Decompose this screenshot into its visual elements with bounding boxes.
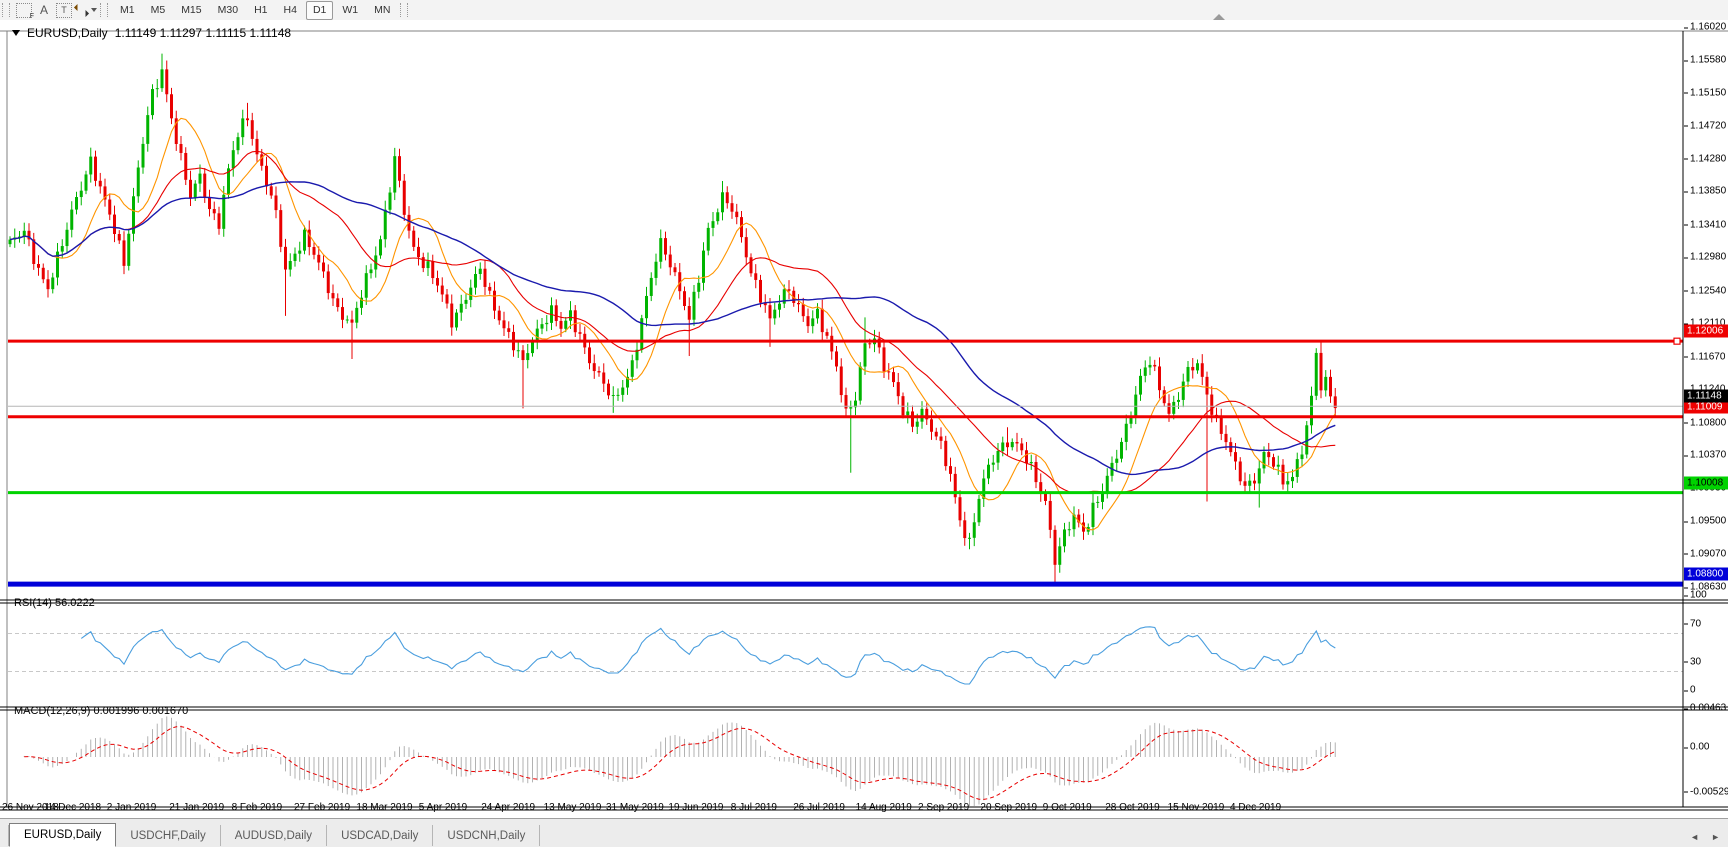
time-axis-label: 19 Jun 2019: [668, 802, 724, 813]
timeframe-button-group: M1 M5 M15 M30 H1 H4 D1 W1 MN: [112, 0, 398, 20]
price-axis-label: 1.15150: [1683, 87, 1727, 99]
time-axis-label: 5 Apr 2019: [418, 802, 468, 813]
chart-shift-marker-icon[interactable]: [1213, 14, 1225, 20]
price-axis-label: 1.10370: [1683, 449, 1727, 461]
time-axis-label: 14 Aug 2019: [855, 802, 912, 813]
price-axis-label: 1.15580: [1683, 54, 1727, 66]
timeframe-button-m5[interactable]: M5: [150, 4, 166, 16]
time-axis-label: 4 Dec 2019: [1230, 802, 1282, 813]
time-axis-label: 28 Oct 2019: [1105, 802, 1160, 813]
rsi-axis-label: 30: [1683, 656, 1702, 667]
tab-scroll-left-icon[interactable]: ◄: [1690, 832, 1700, 842]
time-axis-label: 21 Jan 2019: [169, 802, 225, 813]
timeframe-button-h1[interactable]: H1: [254, 4, 268, 16]
macd-indicator-label: MACD(12,26,9) 0.001996 0.001670: [14, 705, 189, 717]
cursor-arrows-icon: [75, 4, 88, 17]
fibonacci-f-glyph: F: [29, 13, 34, 20]
time-axis-label: 27 Feb 2019: [294, 802, 351, 813]
timeframe-button-w1[interactable]: W1: [342, 4, 359, 16]
price-axis-label: 1.12980: [1683, 251, 1727, 263]
text-box-tool-button[interactable]: T: [55, 2, 73, 18]
chart-toolbar: F A T M1 M5 M15 M30 H1 H4 D1 W1 MN: [0, 0, 1728, 21]
macd-axis-label: 0.00: [1683, 741, 1710, 753]
tabs-holder: EURUSD,Daily USDCHF,Daily AUDUSD,Daily USDC…: [9, 823, 541, 847]
time-axis-label: 26 Jul 2019: [793, 802, 845, 813]
dropdown-caret-icon: [91, 8, 97, 12]
timeframe-button-m30[interactable]: M30: [217, 4, 239, 16]
tab-scroll-right-icon[interactable]: ►: [1711, 832, 1720, 842]
price-axis-label: 1.13410: [1683, 219, 1727, 231]
chart-tab-bar: EURUSD,Daily USDCHF,Daily AUDUSD,Daily USDC…: [0, 818, 1728, 847]
cursor-arrows-tool-button[interactable]: [75, 2, 97, 18]
tab-bar-spacer: [0, 825, 9, 846]
time-axis-label: 8 Jul 2019: [730, 802, 777, 813]
text-t-icon: T: [56, 2, 72, 18]
time-axis-label: 8 Feb 2019: [231, 802, 283, 813]
time-axis-label: 2 Jan 2019: [106, 802, 157, 813]
price-axis-label: 1.16020: [1683, 21, 1727, 33]
time-axis-label: 20 Sep 2019: [980, 802, 1038, 813]
price-axis-label: 1.09500: [1683, 515, 1727, 527]
text-a-icon: A: [39, 3, 48, 17]
time-axis-label: 18 Mar 2019: [356, 802, 413, 813]
toolbar-grip-icon: [400, 3, 409, 17]
price-level-badge: 1.11009: [1684, 400, 1728, 414]
macd-axis-label: -0.005299: [1683, 786, 1728, 797]
toolbar-grip-icon: [100, 3, 108, 17]
ohlc-values: 1.11149 1.11297 1.11115 1.11148: [114, 26, 292, 40]
price-axis-label: 1.10800: [1683, 417, 1727, 429]
macd-axis-label: 0.00463: [1683, 702, 1727, 714]
time-axis-label: 14 Dec 2018: [44, 802, 102, 813]
tab-scroll-arrows: ◄ ►: [1690, 832, 1720, 842]
price-level-badge: 1.10008: [1684, 476, 1728, 490]
time-axis-label: 2 Sep 2019: [918, 802, 970, 813]
current-price-badge: 1.11148: [1684, 389, 1728, 403]
toolbar-grip-icon: [2, 3, 10, 17]
rsi-indicator-label: RSI(14) 56.0222: [14, 597, 95, 609]
price-axis-label: 1.12110: [1683, 317, 1726, 329]
rsi-axis-label: 0: [1684, 684, 1696, 696]
time-axis-label: 9 Oct 2019: [1042, 802, 1092, 813]
chart-tab-eurusd[interactable]: EURUSD,Daily: [9, 823, 117, 847]
timeframe-button-m15[interactable]: M15: [181, 4, 202, 16]
chart-tab-usdcnh[interactable]: USDCNH,Daily: [433, 825, 541, 846]
rsi-axis-label: 100: [1684, 589, 1707, 601]
symbol-dropdown-icon[interactable]: [12, 30, 20, 36]
timeframe-button-d1[interactable]: D1: [305, 0, 334, 20]
timeframe-button-mn[interactable]: MN: [374, 4, 391, 16]
price-level-badge: 1.08800: [1684, 567, 1728, 581]
price-axis-label: 1.14720: [1683, 120, 1727, 131]
chart-area[interactable]: EURUSD,Daily 1.11149 1.11297 1.11115 1.1…: [0, 14, 1728, 828]
chart-symbol-title: EURUSD,Daily 1.11149 1.11297 1.11115 1.1…: [12, 26, 291, 40]
price-level-badge: 1.12006: [1684, 324, 1728, 338]
timeframe-button-m1[interactable]: M1: [120, 4, 135, 16]
symbol-label: EURUSD,Daily: [27, 26, 108, 40]
chart-canvas: [0, 30, 1728, 828]
time-axis-label: 26 Nov 2018: [2, 802, 59, 813]
time-axis-label: 15 Nov 2019: [1167, 802, 1225, 813]
chart-tab-usdcad[interactable]: USDCAD,Daily: [327, 825, 434, 846]
timeframe-button-h4[interactable]: H4: [283, 4, 297, 16]
rsi-axis-label: 70: [1683, 618, 1702, 629]
price-axis-label: 1.14280: [1683, 153, 1727, 165]
time-axis-label: 31 May 2019: [606, 802, 664, 813]
time-axis-label: 13 May 2019: [543, 802, 602, 813]
time-axis-label: 24 Apr 2019: [481, 802, 536, 813]
text-label-tool-button[interactable]: A: [35, 2, 53, 18]
fibonacci-tool-button[interactable]: F: [15, 2, 34, 20]
fibonacci-tool-icon: [16, 2, 32, 18]
chart-tab-audusd[interactable]: AUDUSD,Daily: [221, 825, 328, 846]
price-axis-label: 1.13850: [1683, 185, 1727, 197]
price-axis-label: 1.08630: [1683, 581, 1727, 593]
price-axis-label: 1.11670: [1683, 351, 1726, 363]
price-axis-label: 1.09070: [1683, 548, 1727, 560]
chart-tab-usdchf[interactable]: USDCHF,Daily: [116, 825, 221, 846]
price-axis-label: 1.12540: [1683, 285, 1727, 297]
